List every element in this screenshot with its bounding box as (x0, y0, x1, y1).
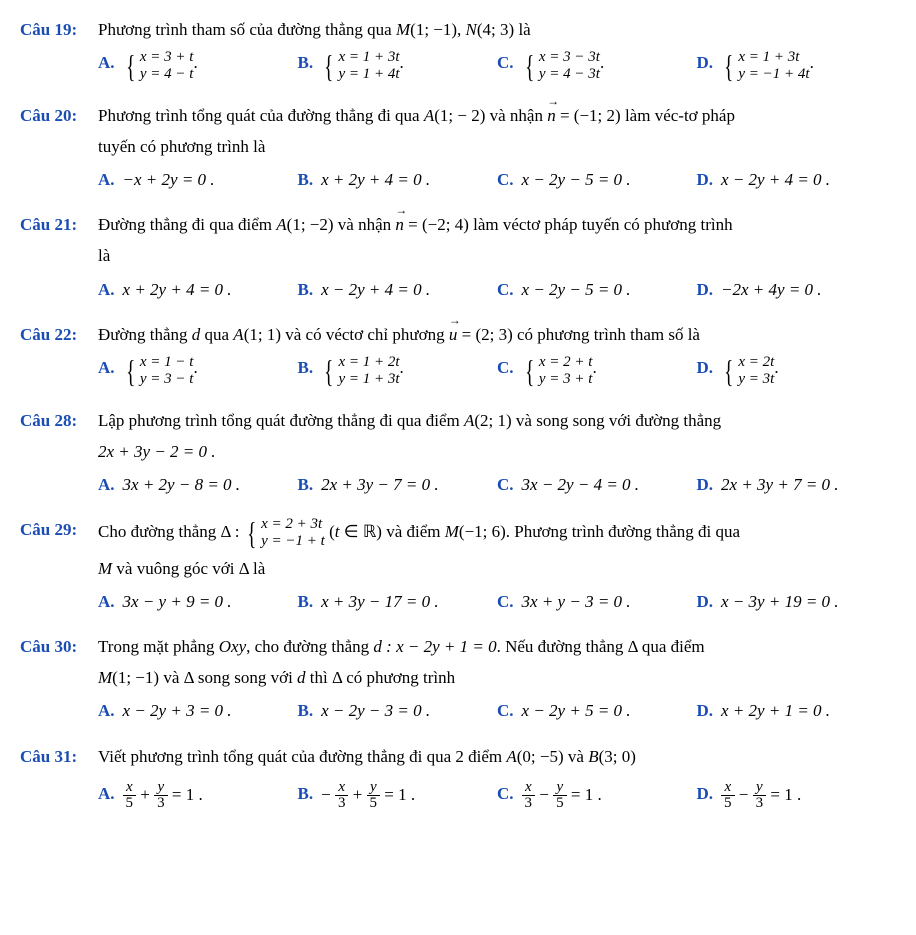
option-a: A.−x + 2y = 0 . (98, 166, 298, 193)
option-d: D.x + 2y + 1 = 0 . (697, 697, 897, 724)
question-number: Câu 22: (20, 321, 98, 348)
option-b: B.{x = 1 + 3ty = 1 + 4t. (298, 49, 498, 84)
question-31: Câu 31: Viết phương trình tổng quát của … (20, 743, 896, 813)
option-c: C.x − 2y + 5 = 0 . (497, 697, 697, 724)
question-text: Lập phương trình tổng quát đường thẳng đ… (98, 407, 896, 434)
question-sub: M và vuông góc với Δ là (98, 555, 896, 582)
option-c: C.x − 2y − 5 = 0 . (497, 166, 697, 193)
question-21: Câu 21: Đường thẳng đi qua điểm A(1; −2)… (20, 211, 896, 303)
question-number: Câu 21: (20, 211, 98, 238)
question-text: Viết phương trình tổng quát của đường th… (98, 743, 896, 770)
option-a: A.3x + 2y − 8 = 0 . (98, 471, 298, 498)
question-sub: M(1; −1) và Δ song song với d thì Δ có p… (98, 664, 896, 691)
option-c: C.3x − 2y − 4 = 0 . (497, 471, 697, 498)
option-c: C.{x = 2 + ty = 3 + t. (497, 354, 697, 389)
option-d: D.x5 − y3 = 1 . (697, 780, 897, 813)
option-d: D.−2x + 4y = 0 . (697, 276, 897, 303)
option-b: B.− x3 + y5 = 1 . (298, 780, 498, 813)
question-text: Phương trình tổng quát của đường thẳng đ… (98, 102, 896, 129)
option-a: A.x − 2y + 3 = 0 . (98, 697, 298, 724)
question-sub: tuyến có phương trình là (98, 133, 896, 160)
question-22: Câu 22: Đường thẳng d qua A(1; 1) và có … (20, 321, 896, 389)
option-c: C.x − 2y − 5 = 0 . (497, 276, 697, 303)
option-a: A.3x − y + 9 = 0 . (98, 588, 298, 615)
question-text: Cho đường thẳng Δ : {x = 2 + 3ty = −1 + … (98, 516, 896, 551)
question-text: Đường thẳng d qua A(1; 1) và có véctơ ch… (98, 321, 896, 348)
option-a: A.{x = 1 − ty = 3 − t. (98, 354, 298, 389)
option-b: B.x − 2y + 4 = 0 . (298, 276, 498, 303)
question-20: Câu 20: Phương trình tổng quát của đường… (20, 102, 896, 194)
question-29: Câu 29: Cho đường thẳng Δ : {x = 2 + 3ty… (20, 516, 896, 615)
option-a: A.x + 2y + 4 = 0 . (98, 276, 298, 303)
question-number: Câu 29: (20, 516, 98, 543)
question-number: Câu 19: (20, 16, 98, 43)
question-19: Câu 19: Phương trình tham số của đường t… (20, 16, 896, 84)
question-number: Câu 28: (20, 407, 98, 434)
option-d: D.x − 3y + 19 = 0 . (697, 588, 897, 615)
question-number: Câu 31: (20, 743, 98, 770)
option-b: B.x + 3y − 17 = 0 . (298, 588, 498, 615)
question-sub: là (98, 242, 896, 269)
question-number: Câu 30: (20, 633, 98, 660)
question-30: Câu 30: Trong mặt phẳng Oxy, cho đường t… (20, 633, 896, 725)
question-text: Phương trình tham số của đường thẳng qua… (98, 16, 896, 43)
question-number: Câu 20: (20, 102, 98, 129)
option-d: D.{x = 1 + 3ty = −1 + 4t. (697, 49, 897, 84)
option-d: D.{x = 2ty = 3t. (697, 354, 897, 389)
option-c: C.3x + y − 3 = 0 . (497, 588, 697, 615)
question-text: Đường thẳng đi qua điểm A(1; −2) và nhận… (98, 211, 896, 238)
question-28: Câu 28: Lập phương trình tổng quát đường… (20, 407, 896, 499)
option-b: B.2x + 3y − 7 = 0 . (298, 471, 498, 498)
option-d: D.x − 2y + 4 = 0 . (697, 166, 897, 193)
question-sub: 2x + 3y − 2 = 0 . (98, 438, 896, 465)
option-d: D.2x + 3y + 7 = 0 . (697, 471, 897, 498)
option-b: B.x − 2y − 3 = 0 . (298, 697, 498, 724)
option-c: C.{x = 3 − 3ty = 4 − 3t. (497, 49, 697, 84)
option-a: A.{x = 3 + ty = 4 − t. (98, 49, 298, 84)
option-b: B.x + 2y + 4 = 0 . (298, 166, 498, 193)
option-c: C.x3 − y5 = 1 . (497, 780, 697, 813)
option-a: A.x5 + y3 = 1 . (98, 780, 298, 813)
question-text: Trong mặt phẳng Oxy, cho đường thẳng d :… (98, 633, 896, 660)
option-b: B.{x = 1 + 2ty = 1 + 3t. (298, 354, 498, 389)
